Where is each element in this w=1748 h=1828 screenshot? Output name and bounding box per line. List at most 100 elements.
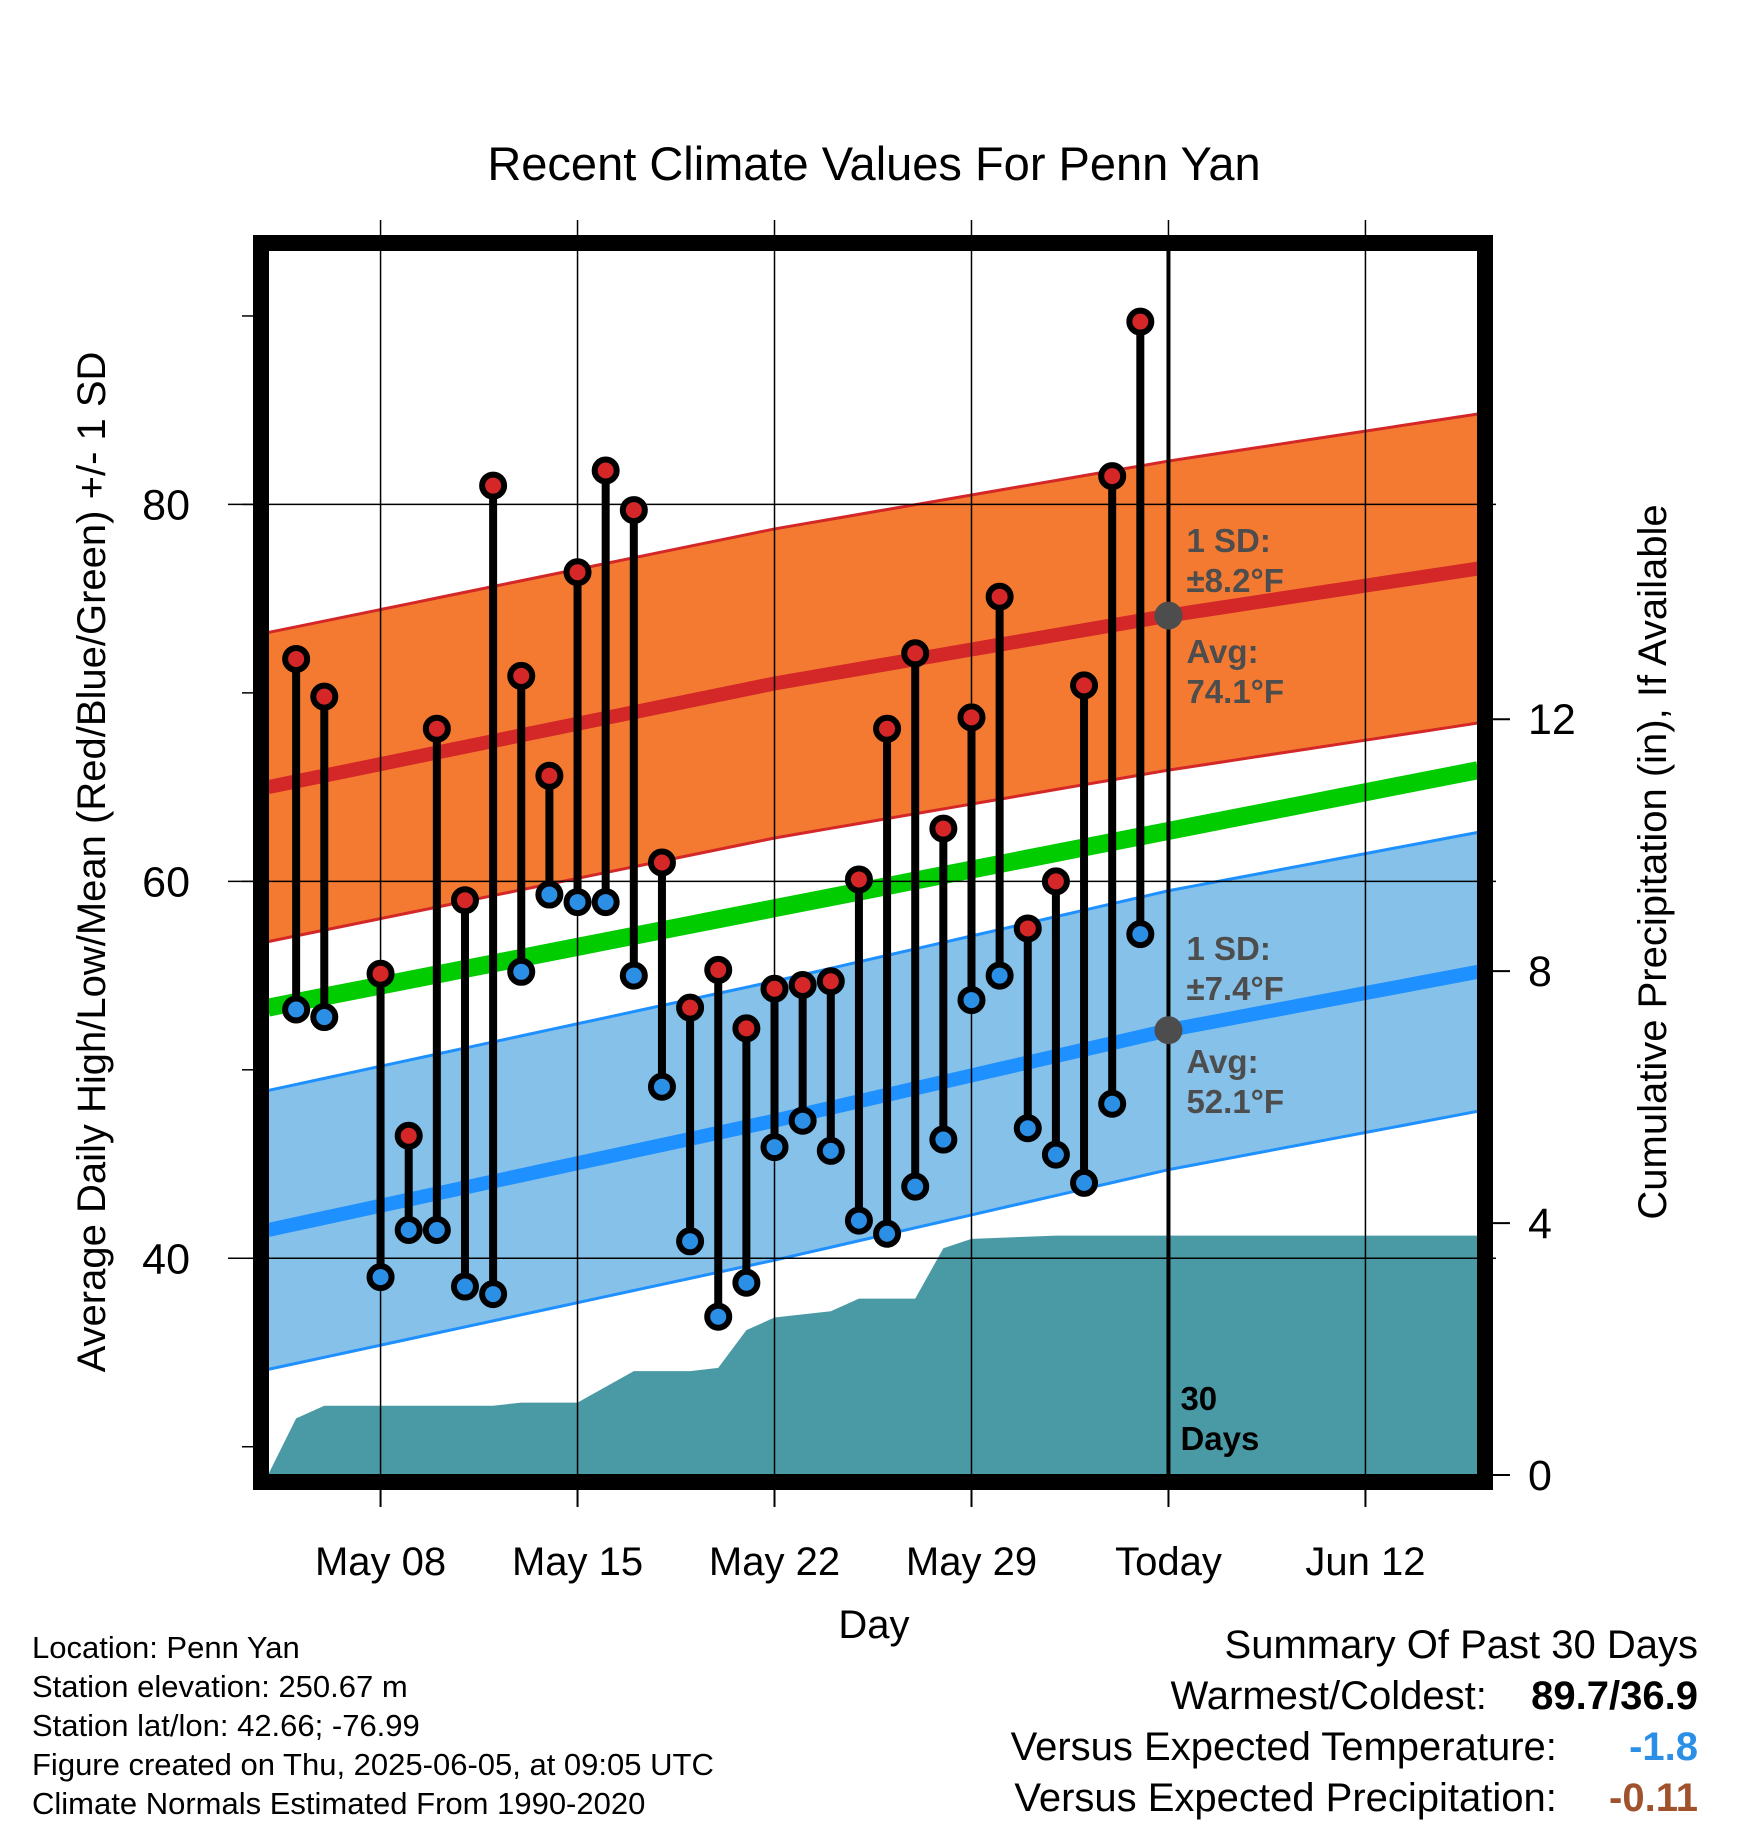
high-temp-point [901,639,930,668]
high-temp-point [957,703,986,732]
low-avg-annotation-line: 52.1°F [1186,1083,1284,1120]
warmest-label: Warmest/Coldest: [1170,1674,1487,1718]
x-tick-label: May 29 [906,1540,1037,1584]
high-temp-point [591,456,620,485]
low-temp-point [676,1227,705,1256]
low-temp-point [1070,1168,1099,1197]
low-temp-point [619,961,648,990]
x-tick-label: May 08 [315,1540,446,1584]
high-temp-point [676,993,705,1022]
high-temp-point [760,974,789,1003]
high-temp-point [1098,462,1127,491]
low-sd-lower-edge [268,1109,1478,1371]
low-temp-point [844,1206,873,1235]
high-temp-point [422,714,451,743]
x-tick-label: Today [1115,1540,1222,1584]
low-temp-point [957,986,986,1015]
low-temp-point [985,961,1014,990]
low-temp-point [422,1216,451,1244]
low-temp-point [282,995,311,1024]
high-temp-point [929,814,958,843]
high-temp-point [732,1014,761,1043]
high-temp-point [366,959,395,988]
high-temp-point [282,644,311,673]
low-temp-point [816,1136,845,1165]
low-temp-point [310,1003,339,1032]
high-temp-point [450,886,479,915]
low-temp-point [507,957,536,986]
low-sd-annotation-line: 1 SD: [1186,930,1270,967]
precip-row: Versus Expected Precipitation: -0.11 [1011,1773,1698,1824]
precip-label: Versus Expected Precipitation: [1014,1776,1557,1820]
y2-tick-label: 0 [1528,1452,1552,1500]
temp-label: Versus Expected Temperature: [1010,1725,1557,1769]
high-sd-annotation-line: ±8.2°F [1186,562,1283,599]
chart-title: Recent Climate Values For Penn Yan [487,137,1260,190]
low-sd-annotation: 1 SD: ±7.4°F [1186,930,1283,1007]
high-temp-point [788,971,817,999]
high-temp-point [394,1121,423,1150]
low-temp-point [394,1216,423,1244]
station-info: Location: Penn Yan Station elevation: 25… [32,1628,714,1823]
high-temp-point [310,682,339,711]
low-temp-point [901,1172,930,1201]
low-temp-point [479,1280,508,1309]
x-tick-label: Jun 12 [1305,1540,1425,1584]
high-avg-annotation: Avg: 74.1°F [1186,633,1284,710]
y2-tick-label: 4 [1528,1200,1552,1248]
y-axis-title: Average Daily High/Low/Mean (Red/Blue/Gr… [70,352,114,1373]
high-temp-point [1126,307,1155,336]
high-temp-point [1070,671,1099,700]
high-temp-point [873,714,902,743]
y2-tick-label: 8 [1528,948,1552,996]
low-temp-point [788,1106,817,1135]
high-sd-annotation-line: 1 SD: [1186,522,1270,559]
window-annotation: 30 Days [1180,1380,1259,1457]
low-sd-upper-edge [268,830,1478,1093]
warmest-value: 89.7/36.9 [1531,1674,1698,1718]
low-temp-point [591,888,620,917]
location-text: Location: Penn Yan [32,1630,300,1665]
warmest-row: Warmest/Coldest: 89.7/36.9 [1011,1671,1699,1722]
window-annotation-line: Days [1180,1420,1259,1457]
low-temp-point [873,1219,902,1248]
normals-text: Climate Normals Estimated From 1990-2020 [32,1786,646,1821]
y-tick-label: 40 [142,1235,190,1283]
today-low-normal-marker [1154,1016,1183,1045]
low-temp-point [366,1263,395,1292]
high-temp-point [647,848,676,877]
x-tick-label: May 22 [709,1540,840,1584]
low-temp-point [704,1302,733,1331]
low-temp-point [1041,1140,1070,1169]
high-sd-annotation: 1 SD: ±8.2°F [1186,522,1283,599]
y-tick-label: 80 [142,481,190,529]
low-temp-point [1126,920,1155,949]
elevation-text: Station elevation: 250.67 m [32,1669,408,1704]
low-avg-annotation: Avg: 52.1°F [1186,1043,1284,1120]
summary-panel: Summary Of Past 30 Days Warmest/Coldest:… [1011,1620,1698,1824]
low-temp-point [450,1272,479,1301]
low-temp-point [1013,1114,1042,1143]
precipitation-area [268,1235,1478,1475]
high-avg-annotation-line: Avg: [1186,633,1258,670]
x-tick-label: May 15 [512,1540,643,1584]
plot-frame [253,235,1493,1490]
x-axis-title: Day [838,1603,909,1647]
high-temp-point [816,967,845,996]
temp-value: -1.8 [1629,1725,1698,1769]
low-temp-point [535,880,564,909]
window-annotation-line: 30 [1180,1380,1217,1417]
high-temp-point [507,661,536,690]
high-sd-upper-edge [268,412,1478,635]
low-normal-line [268,964,1478,1237]
low-temp-point [647,1072,676,1101]
mean-normal-line [268,761,1478,1017]
low-avg-annotation-line: Avg: [1186,1043,1258,1080]
y-tick-label: 60 [142,858,190,906]
temp-row: Versus Expected Temperature: -1.8 [1011,1722,1698,1773]
y2-axis-title: Cumulative Precipitation (in), If Availa… [1631,504,1675,1219]
high-temp-point [1013,914,1042,943]
high-temp-point [985,582,1014,611]
precip-value: -0.11 [1609,1776,1698,1820]
